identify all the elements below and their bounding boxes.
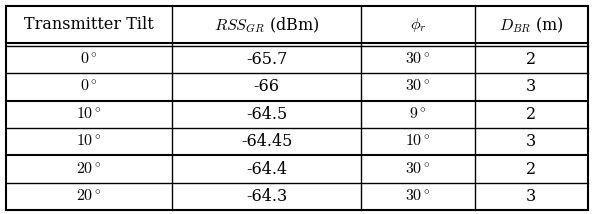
Text: 2: 2 — [526, 51, 536, 68]
Text: -64.3: -64.3 — [246, 188, 287, 205]
Text: $10^\circ$: $10^\circ$ — [405, 133, 431, 150]
Text: -65.7: -65.7 — [246, 51, 287, 68]
Text: $30^\circ$: $30^\circ$ — [405, 188, 431, 205]
Text: 2: 2 — [526, 160, 536, 178]
Text: $10^\circ$: $10^\circ$ — [76, 106, 102, 123]
Text: $20^\circ$: $20^\circ$ — [76, 188, 102, 205]
Text: $\phi_r$: $\phi_r$ — [410, 16, 426, 34]
Text: $30^\circ$: $30^\circ$ — [405, 160, 431, 178]
Text: $30^\circ$: $30^\circ$ — [405, 79, 431, 95]
Text: -64.4: -64.4 — [246, 160, 287, 178]
Text: 3: 3 — [526, 188, 536, 205]
Text: -66: -66 — [254, 79, 279, 95]
Text: 3: 3 — [526, 133, 536, 150]
Text: $30^\circ$: $30^\circ$ — [405, 51, 431, 68]
Text: -64.45: -64.45 — [241, 133, 292, 150]
Text: 3: 3 — [526, 79, 536, 95]
Text: $0^\circ$: $0^\circ$ — [80, 79, 98, 95]
Text: $D_{BR}$ (m): $D_{BR}$ (m) — [499, 15, 564, 35]
Text: -64.5: -64.5 — [246, 106, 287, 123]
Text: $0^\circ$: $0^\circ$ — [80, 51, 98, 68]
Text: $9^\circ$: $9^\circ$ — [409, 106, 426, 123]
Text: Transmitter Tilt: Transmitter Tilt — [24, 16, 154, 33]
Text: 2: 2 — [526, 106, 536, 123]
Text: $RSS_{GR}$ (dBm): $RSS_{GR}$ (dBm) — [214, 15, 319, 35]
Text: $10^\circ$: $10^\circ$ — [76, 133, 102, 150]
Text: $20^\circ$: $20^\circ$ — [76, 160, 102, 178]
